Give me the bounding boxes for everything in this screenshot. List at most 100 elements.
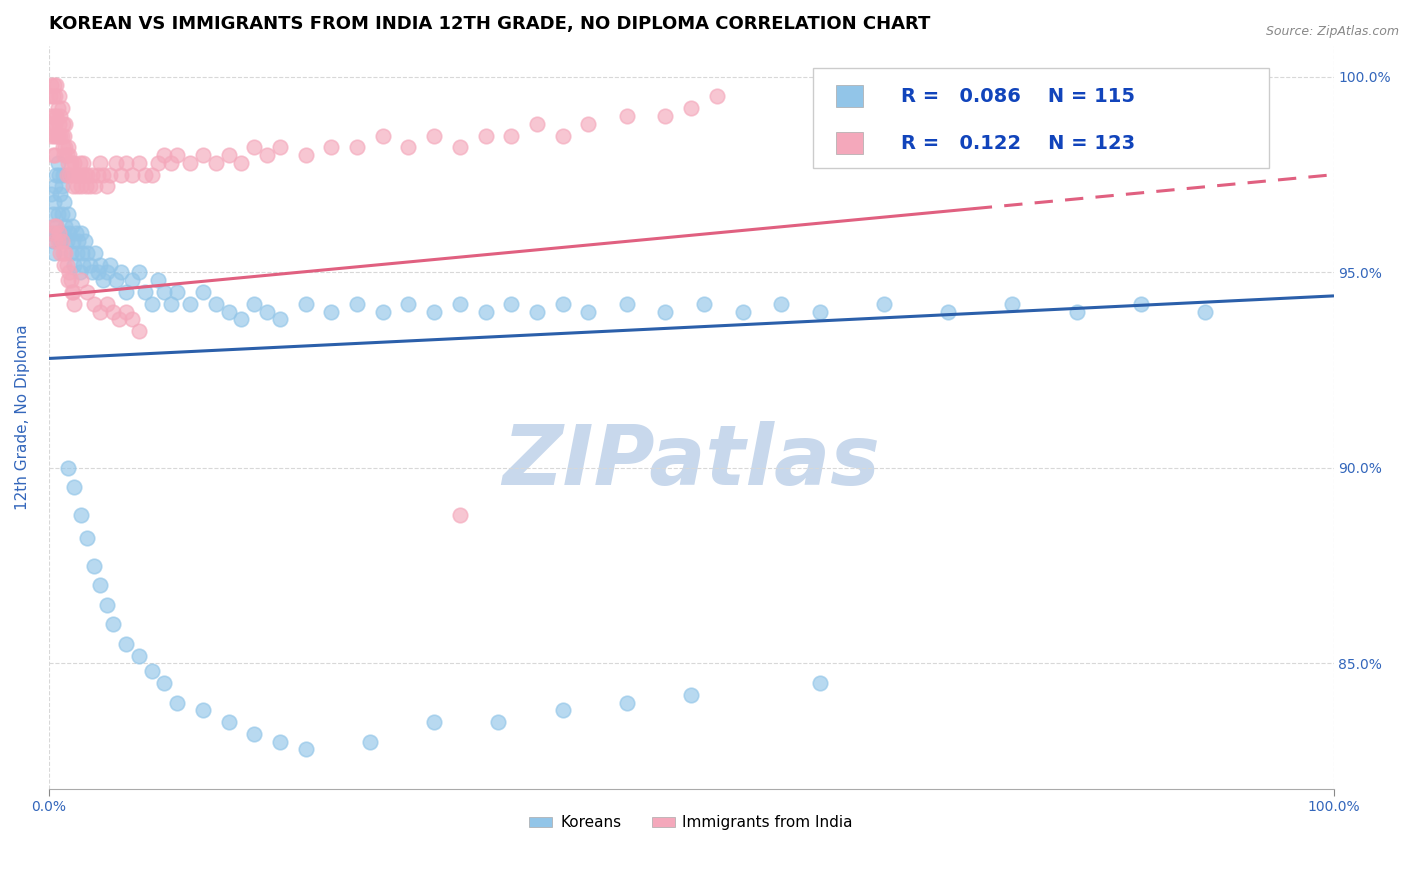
Point <box>1194 304 1216 318</box>
Point <box>256 304 278 318</box>
Point <box>359 734 381 748</box>
Point <box>91 168 114 182</box>
Point <box>1001 296 1024 310</box>
Point <box>75 179 97 194</box>
Point <box>449 508 471 522</box>
Point <box>76 531 98 545</box>
Point <box>681 101 703 115</box>
Point <box>53 258 76 272</box>
Point <box>681 688 703 702</box>
Point <box>166 148 188 162</box>
Point <box>501 128 523 143</box>
Point <box>59 156 82 170</box>
Point <box>79 258 101 272</box>
Text: R =   0.122    N = 123: R = 0.122 N = 123 <box>901 134 1135 153</box>
Point <box>243 727 266 741</box>
Point <box>474 128 496 143</box>
Point <box>808 304 831 318</box>
Point <box>49 128 72 143</box>
Point <box>146 273 169 287</box>
Point <box>770 296 793 310</box>
Point <box>49 187 72 202</box>
Point <box>59 273 82 287</box>
Point <box>53 148 76 162</box>
Legend: Koreans, Immigrants from India: Koreans, Immigrants from India <box>523 809 859 837</box>
Point <box>218 148 240 162</box>
Bar <box>837 132 863 154</box>
Point <box>79 179 101 194</box>
Point <box>58 265 80 279</box>
Point <box>46 128 69 143</box>
Point <box>67 168 90 182</box>
Point <box>60 285 83 299</box>
Point <box>45 78 67 92</box>
Point <box>58 227 80 241</box>
Point <box>70 227 93 241</box>
Point <box>166 696 188 710</box>
Point <box>56 140 79 154</box>
Point <box>616 296 638 310</box>
Point <box>141 665 163 679</box>
Point <box>41 227 63 241</box>
Point <box>42 195 65 210</box>
Point <box>44 148 66 162</box>
Point <box>55 246 77 260</box>
Point <box>89 304 111 318</box>
Point <box>423 304 446 318</box>
Point <box>76 168 98 182</box>
Point <box>44 179 66 194</box>
Point <box>48 227 70 241</box>
Point <box>56 207 79 221</box>
Point <box>153 148 176 162</box>
Point <box>63 156 86 170</box>
Bar <box>837 85 863 107</box>
Point <box>46 101 69 115</box>
Point <box>84 246 107 260</box>
Point <box>66 246 89 260</box>
Point <box>62 285 84 299</box>
Point <box>41 234 63 248</box>
Point <box>576 117 599 131</box>
Point <box>104 273 127 287</box>
Point <box>101 304 124 318</box>
Point <box>45 128 67 143</box>
Point <box>526 117 548 131</box>
Point <box>243 296 266 310</box>
Point <box>104 156 127 170</box>
Point <box>114 285 136 299</box>
Point <box>89 156 111 170</box>
Point <box>616 696 638 710</box>
Point <box>371 304 394 318</box>
Point <box>153 285 176 299</box>
Point <box>58 168 80 182</box>
Point <box>243 140 266 154</box>
Point <box>191 148 214 162</box>
Point <box>873 296 896 310</box>
Point <box>269 312 291 326</box>
Text: Source: ZipAtlas.com: Source: ZipAtlas.com <box>1265 25 1399 38</box>
Point <box>48 168 70 182</box>
Point <box>42 128 65 143</box>
Point <box>46 156 69 170</box>
Point <box>114 304 136 318</box>
Point <box>398 296 420 310</box>
Point <box>55 148 77 162</box>
Point <box>114 156 136 170</box>
Point <box>55 117 77 131</box>
Point <box>91 273 114 287</box>
Point <box>51 128 73 143</box>
Point <box>1129 296 1152 310</box>
Point <box>100 168 122 182</box>
Point <box>486 714 509 729</box>
Point <box>62 179 84 194</box>
Point <box>42 219 65 233</box>
Point <box>321 304 343 318</box>
Point <box>51 207 73 221</box>
Point <box>108 312 131 326</box>
Point <box>53 195 76 210</box>
Point <box>551 703 574 717</box>
Point <box>72 258 94 272</box>
Point <box>89 258 111 272</box>
Point <box>1066 304 1088 318</box>
Point <box>69 265 91 279</box>
